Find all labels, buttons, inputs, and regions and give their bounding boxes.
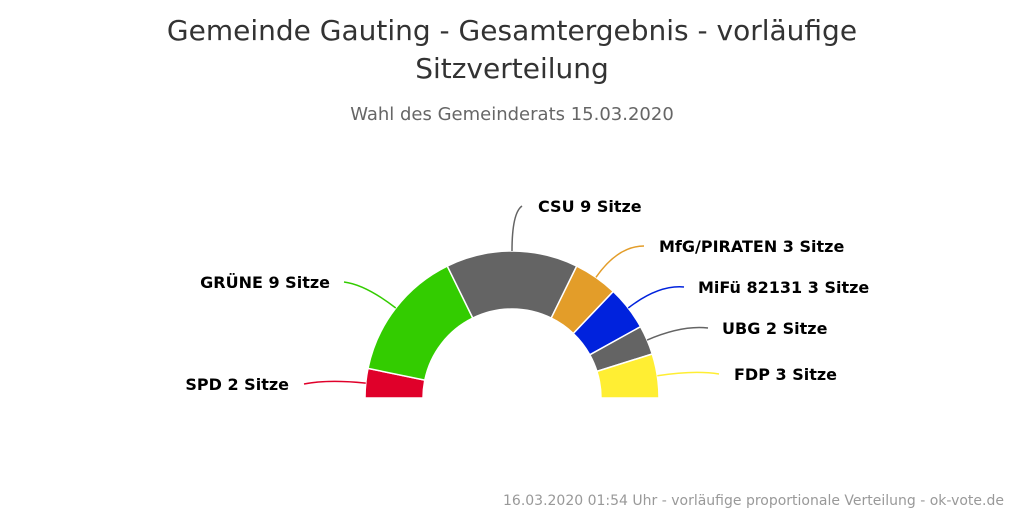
connector-gr-ne <box>343 281 397 309</box>
labels-layer: SPD 2 Sitze GRÜNE 9 Sitze CSU 9 Sitze MfG/P… <box>185 197 869 394</box>
connector-csu <box>511 205 523 252</box>
data-label-csu: CSU 9 Sitze <box>538 197 642 216</box>
connector-ubg <box>646 326 709 341</box>
data-label-ubg: UBG 2 Sitze <box>722 319 828 338</box>
slice-fdp[interactable] <box>595 353 660 399</box>
connector-mfg-piraten <box>595 245 645 278</box>
chart-title: Gemeinde Gauting - Gesamtergebnis - vorl… <box>166 14 858 85</box>
connectors-layer <box>303 205 720 385</box>
data-label-mfg-piraten: MfG/PIRATEN 3 Sitze <box>659 237 844 256</box>
data-label-mif-82131: MiFü 82131 3 Sitze <box>698 278 869 297</box>
chart-subtitle: Wahl des Gemeinderats 15.03.2020 <box>350 104 674 125</box>
data-label-fdp: FDP 3 Sitze <box>734 365 837 384</box>
chart-credits: 16.03.2020 01:54 Uhr - vorläufige propor… <box>503 493 1004 509</box>
connector-spd <box>303 380 366 385</box>
data-label-spd: SPD 2 Sitze <box>185 375 289 394</box>
connector-mif-82131 <box>627 286 685 309</box>
slices-layer <box>364 250 660 399</box>
data-label-gr-ne: GRÜNE 9 Sitze <box>200 273 330 292</box>
connector-fdp <box>657 371 720 377</box>
